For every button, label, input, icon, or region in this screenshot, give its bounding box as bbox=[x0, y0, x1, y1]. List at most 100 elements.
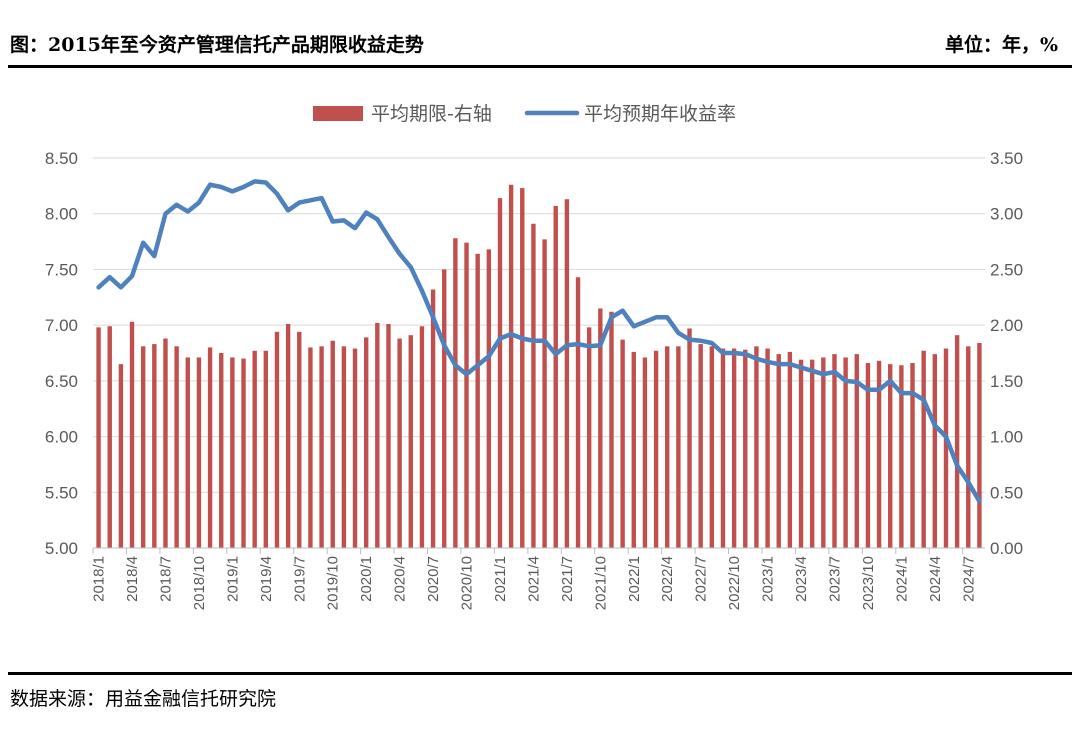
bar bbox=[531, 223, 536, 548]
x-tick-label: 2020/10 bbox=[459, 556, 476, 610]
x-tick-label: 2024/4 bbox=[927, 556, 944, 602]
gridlines bbox=[93, 157, 985, 493]
bar bbox=[174, 346, 179, 548]
bar bbox=[720, 348, 726, 548]
x-tick-label: 2022/1 bbox=[626, 556, 643, 602]
bar bbox=[843, 357, 848, 548]
bar bbox=[341, 346, 347, 548]
bar bbox=[709, 346, 715, 548]
bar bbox=[408, 335, 413, 548]
x-tick-label: 2018/7 bbox=[157, 556, 174, 602]
bar bbox=[96, 327, 101, 548]
left-tick-label: 8.00 bbox=[45, 205, 78, 224]
x-tick-label: 2019/1 bbox=[224, 556, 241, 602]
bar bbox=[430, 289, 436, 548]
yield-line bbox=[96, 179, 982, 504]
legend-swatch-bar bbox=[313, 106, 363, 121]
bar bbox=[754, 346, 759, 548]
bar bbox=[475, 253, 480, 549]
bar bbox=[876, 360, 882, 548]
x-tick-label: 2022/7 bbox=[693, 556, 710, 602]
bar bbox=[832, 354, 837, 548]
bar bbox=[865, 363, 871, 548]
header-rule bbox=[8, 65, 1072, 68]
right-tick-label: 3.00 bbox=[990, 205, 1023, 224]
bar bbox=[319, 346, 324, 548]
bar bbox=[765, 348, 770, 548]
bar bbox=[966, 346, 971, 548]
right-tick-label: 0.00 bbox=[990, 539, 1023, 558]
bar bbox=[219, 353, 224, 548]
bar bbox=[352, 348, 358, 548]
bar bbox=[598, 308, 603, 548]
x-tick-label: 2023/4 bbox=[793, 556, 810, 602]
bar bbox=[910, 363, 915, 548]
bar bbox=[297, 331, 302, 548]
bar bbox=[196, 357, 202, 548]
bar bbox=[508, 184, 514, 548]
bar bbox=[943, 348, 949, 548]
left-tick-label: 7.00 bbox=[45, 316, 78, 335]
bar bbox=[798, 359, 804, 548]
right-tick-label: 0.50 bbox=[990, 483, 1023, 502]
bar bbox=[442, 269, 447, 548]
bar bbox=[631, 351, 636, 548]
left-tick-label: 6.50 bbox=[45, 372, 78, 391]
bar bbox=[207, 347, 213, 548]
bar bbox=[575, 277, 581, 548]
left-tick-label: 7.50 bbox=[45, 260, 78, 279]
bar bbox=[252, 350, 257, 548]
bar bbox=[129, 321, 135, 548]
figure-title: 图：2015年至今资产管理信托产品期限收益走势 bbox=[10, 34, 424, 56]
bar bbox=[497, 198, 503, 548]
x-tick-label: 2024/1 bbox=[893, 556, 910, 602]
x-tick-label: 2022/10 bbox=[726, 556, 743, 610]
right-tick-label: 1.00 bbox=[990, 428, 1023, 447]
bar bbox=[185, 357, 190, 548]
bar bbox=[854, 354, 859, 548]
bar bbox=[743, 349, 748, 548]
bar bbox=[888, 364, 893, 548]
bar bbox=[241, 358, 246, 548]
bar bbox=[620, 339, 625, 548]
x-tick-label: 2020/7 bbox=[425, 556, 442, 602]
bar bbox=[375, 322, 380, 548]
x-tick-label: 2019/7 bbox=[291, 556, 308, 602]
bar bbox=[419, 326, 425, 548]
x-tick-label: 2021/10 bbox=[592, 556, 609, 610]
bar bbox=[609, 311, 614, 548]
footer-rule bbox=[8, 672, 1072, 675]
x-tick-label: 2020/4 bbox=[392, 556, 409, 602]
x-tick-label: 2024/7 bbox=[960, 556, 977, 602]
bar bbox=[954, 335, 960, 548]
bar bbox=[330, 340, 335, 548]
bar bbox=[464, 242, 469, 548]
bar bbox=[977, 342, 982, 548]
bar bbox=[787, 351, 793, 548]
bar bbox=[152, 344, 157, 548]
bar bbox=[107, 326, 112, 548]
legend-label-bar: 平均期限-右轴 bbox=[371, 103, 492, 125]
x-tick-label: 2021/1 bbox=[492, 556, 509, 602]
bar bbox=[653, 350, 659, 548]
bar bbox=[731, 348, 737, 548]
x-tick-label: 2023/1 bbox=[760, 556, 777, 602]
bar bbox=[140, 346, 146, 548]
bar bbox=[698, 344, 703, 548]
bar bbox=[263, 350, 269, 548]
bar bbox=[285, 324, 291, 548]
bar bbox=[542, 239, 547, 549]
bar bbox=[776, 354, 781, 548]
x-tick-label: 2019/4 bbox=[258, 556, 275, 602]
bar bbox=[687, 328, 692, 548]
bar bbox=[486, 249, 492, 548]
right-tick-label: 1.50 bbox=[990, 372, 1023, 391]
x-tick-label: 2021/4 bbox=[525, 556, 542, 602]
x-tick-label: 2021/7 bbox=[559, 556, 576, 602]
x-tick-label: 2018/4 bbox=[124, 556, 141, 602]
right-tick-label: 2.50 bbox=[990, 260, 1023, 279]
x-tick-label: 2022/4 bbox=[659, 556, 676, 602]
bar bbox=[586, 327, 592, 548]
legend-label-line: 平均预期年收益率 bbox=[584, 103, 736, 125]
